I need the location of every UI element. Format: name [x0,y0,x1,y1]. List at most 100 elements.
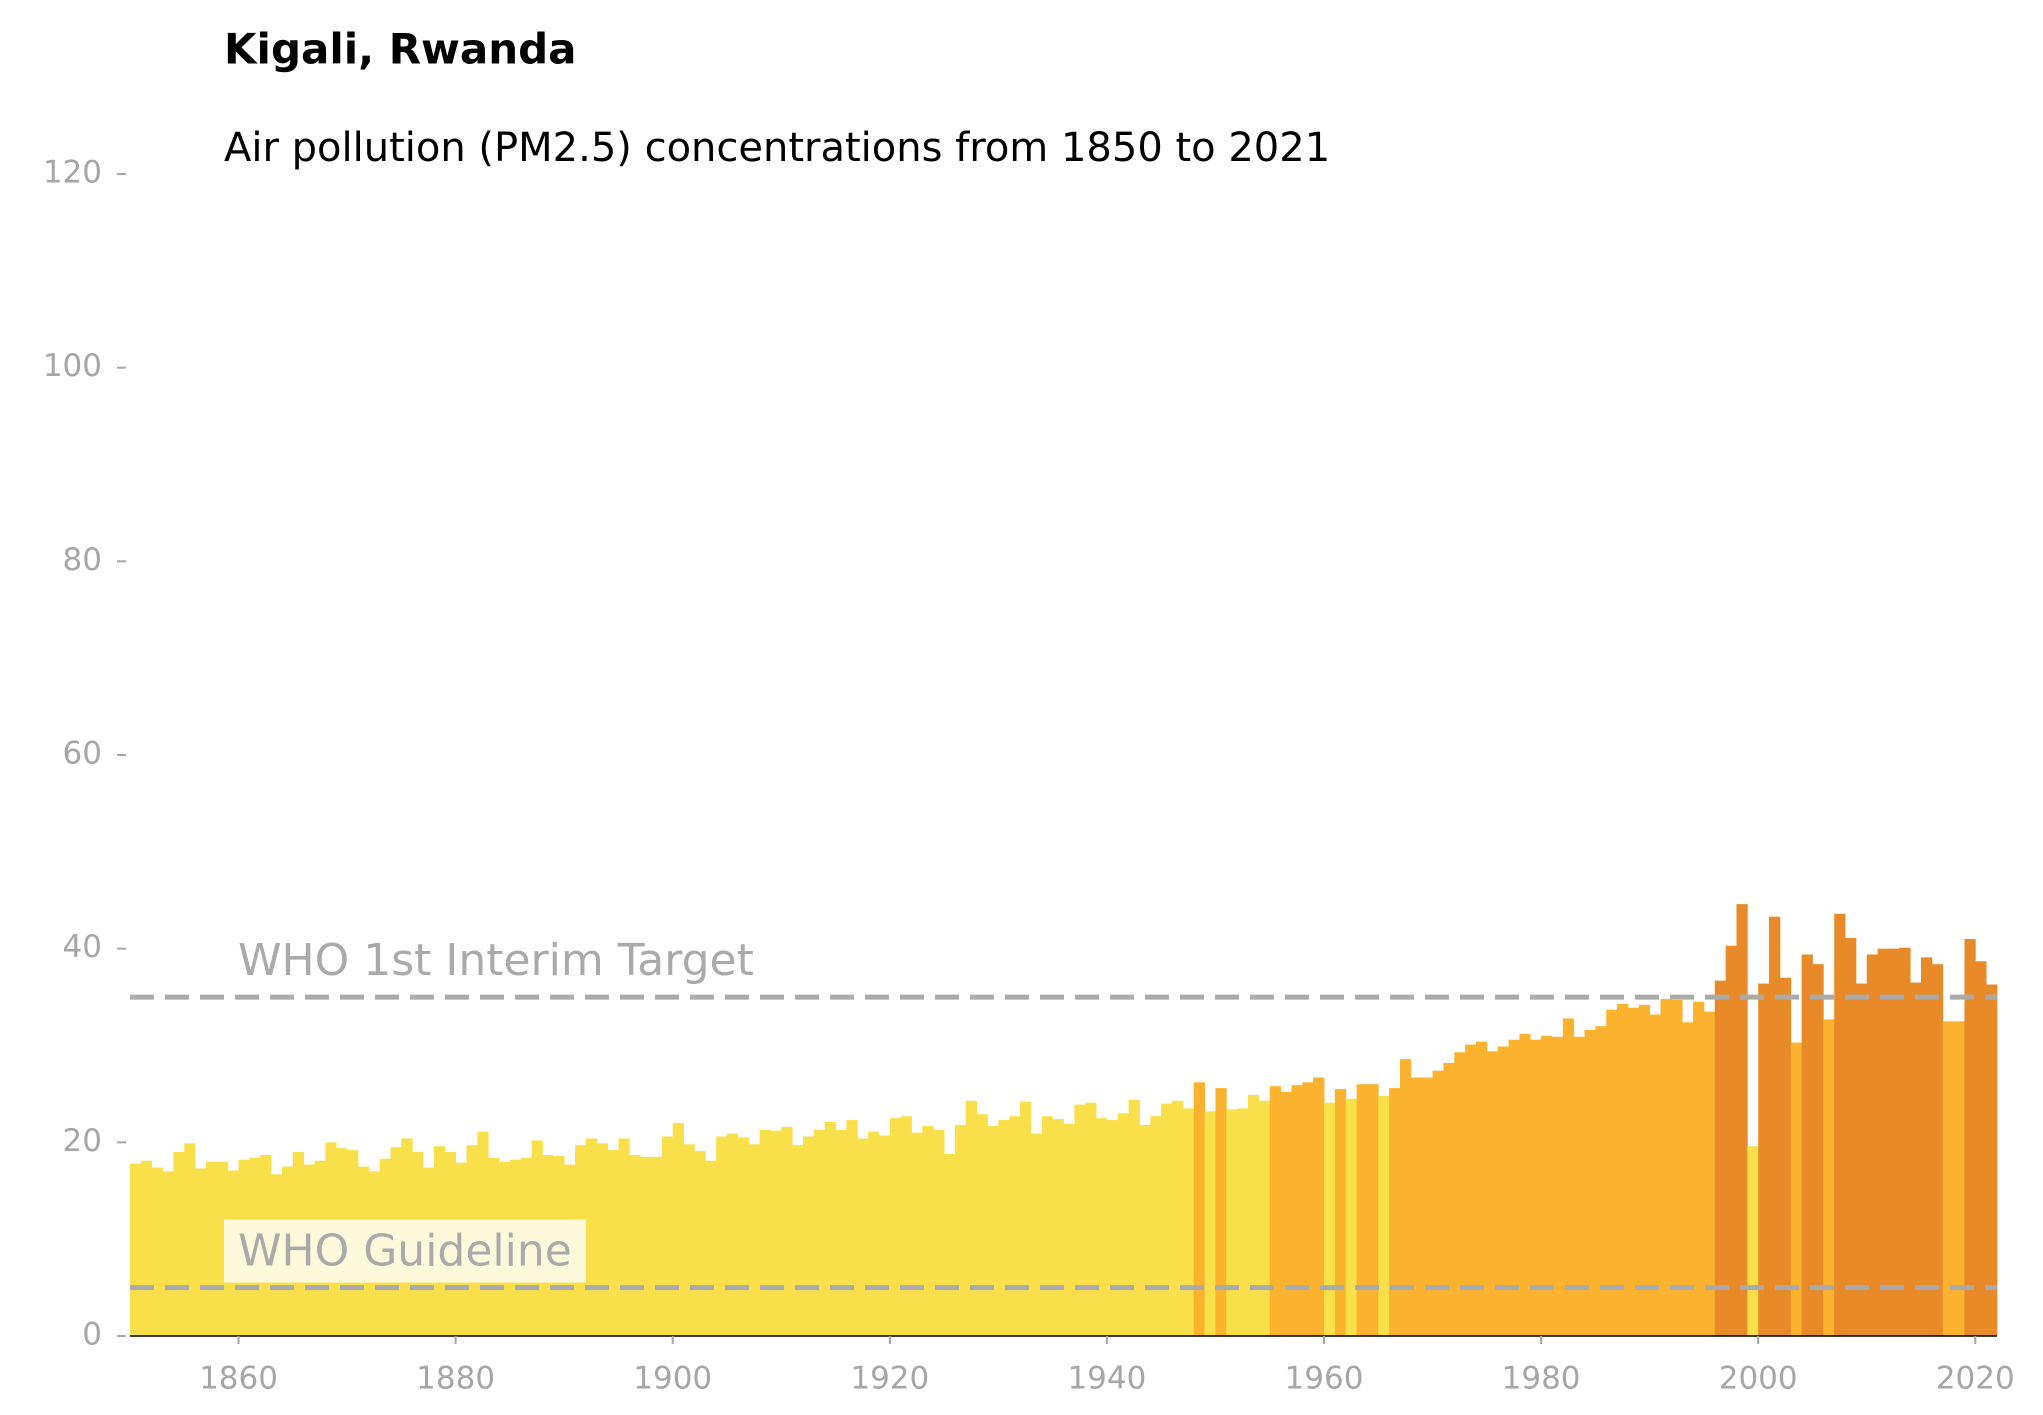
x-tick-label: 2020 [1936,1361,2015,1397]
bar [889,1118,902,1336]
bar [1085,1102,1097,1336]
bar [651,1156,663,1336]
bar [205,1161,218,1336]
bar [1921,957,1933,1336]
y-tick-label: 120 [43,155,102,191]
bar [1551,1036,1564,1336]
bar [1595,1026,1607,1336]
bar [1866,954,1878,1336]
bar [1193,1082,1206,1336]
bar [1660,999,1672,1336]
bar [1052,1119,1064,1336]
bar [140,1160,153,1336]
bar [173,1152,185,1336]
bar [1519,1033,1531,1336]
bar [1584,1030,1596,1336]
bar [748,1144,760,1336]
bar [922,1125,934,1336]
bar [1215,1088,1227,1336]
bar [1942,1021,1954,1336]
bar [1953,1021,1965,1336]
x-tick-label: 1880 [416,1361,495,1397]
bar [1486,1051,1499,1336]
bar [1367,1084,1379,1336]
bar [1334,1089,1347,1336]
bar [1747,1146,1759,1336]
bar [1497,1046,1509,1336]
y-tick-label: 80 [63,542,102,578]
bar [1226,1109,1238,1336]
bar [1617,1003,1629,1336]
x-tick-label: 1960 [1285,1361,1364,1397]
bar [1443,1062,1455,1336]
bar [933,1129,945,1336]
bar [216,1161,229,1336]
bar [911,1132,923,1336]
label-background [224,1219,586,1283]
bar [1030,1133,1043,1336]
bar [705,1160,717,1336]
reference-label: WHO 1st Interim Target [238,935,754,986]
bar [1779,977,1792,1336]
bar [672,1122,684,1336]
bar [1562,1018,1575,1336]
bar [618,1138,630,1336]
y-tick-label: 40 [63,929,102,965]
bar [1638,1004,1651,1336]
bar [1128,1099,1140,1336]
bar [1812,964,1824,1336]
bar [1041,1116,1054,1336]
bar [759,1129,771,1336]
bar [1421,1077,1433,1336]
bar [596,1143,609,1336]
bar [1389,1088,1401,1336]
y-tick-label: 0 [82,1317,102,1353]
bar [954,1124,967,1336]
bar [1888,948,1900,1336]
chart-subtitle: Air pollution (PM2.5) concentrations fro… [224,125,1330,171]
bar [1790,1042,1803,1336]
bar [1009,1116,1021,1336]
bar [1671,999,1683,1336]
bar [1573,1036,1585,1336]
bar [1931,964,1944,1336]
bar [1823,1019,1835,1336]
bar [813,1129,826,1336]
bar [1845,938,1857,1336]
bar [1508,1039,1520,1336]
bar [1182,1108,1195,1336]
bar [944,1153,956,1336]
bar [1530,1039,1542,1336]
bar [878,1135,891,1336]
x-tick-label: 1920 [850,1361,929,1397]
bar [130,1163,142,1336]
bar [1475,1041,1488,1336]
bar [1649,1014,1661,1336]
bar [1703,1011,1716,1336]
bar [727,1133,739,1336]
bar [965,1100,978,1336]
bar [1725,945,1737,1336]
bar [1313,1077,1325,1336]
bar [162,1171,174,1336]
bar [1432,1070,1444,1336]
bar [1345,1098,1357,1336]
bar [694,1151,706,1336]
bar [585,1138,598,1336]
bar [792,1145,804,1336]
x-tick-label: 2000 [1719,1361,1798,1397]
bar [1117,1113,1130,1336]
bar [629,1154,641,1336]
bar [1237,1108,1249,1336]
bar [1454,1052,1466,1336]
bar [1074,1104,1086,1336]
bar [195,1168,207,1336]
bar [1280,1091,1292,1336]
bar [1258,1100,1271,1336]
bar [824,1121,836,1336]
bar [1172,1100,1184,1336]
bar [781,1126,793,1336]
bar [868,1131,880,1336]
y-tick-label: 60 [63,736,102,772]
bar [1606,1009,1618,1336]
